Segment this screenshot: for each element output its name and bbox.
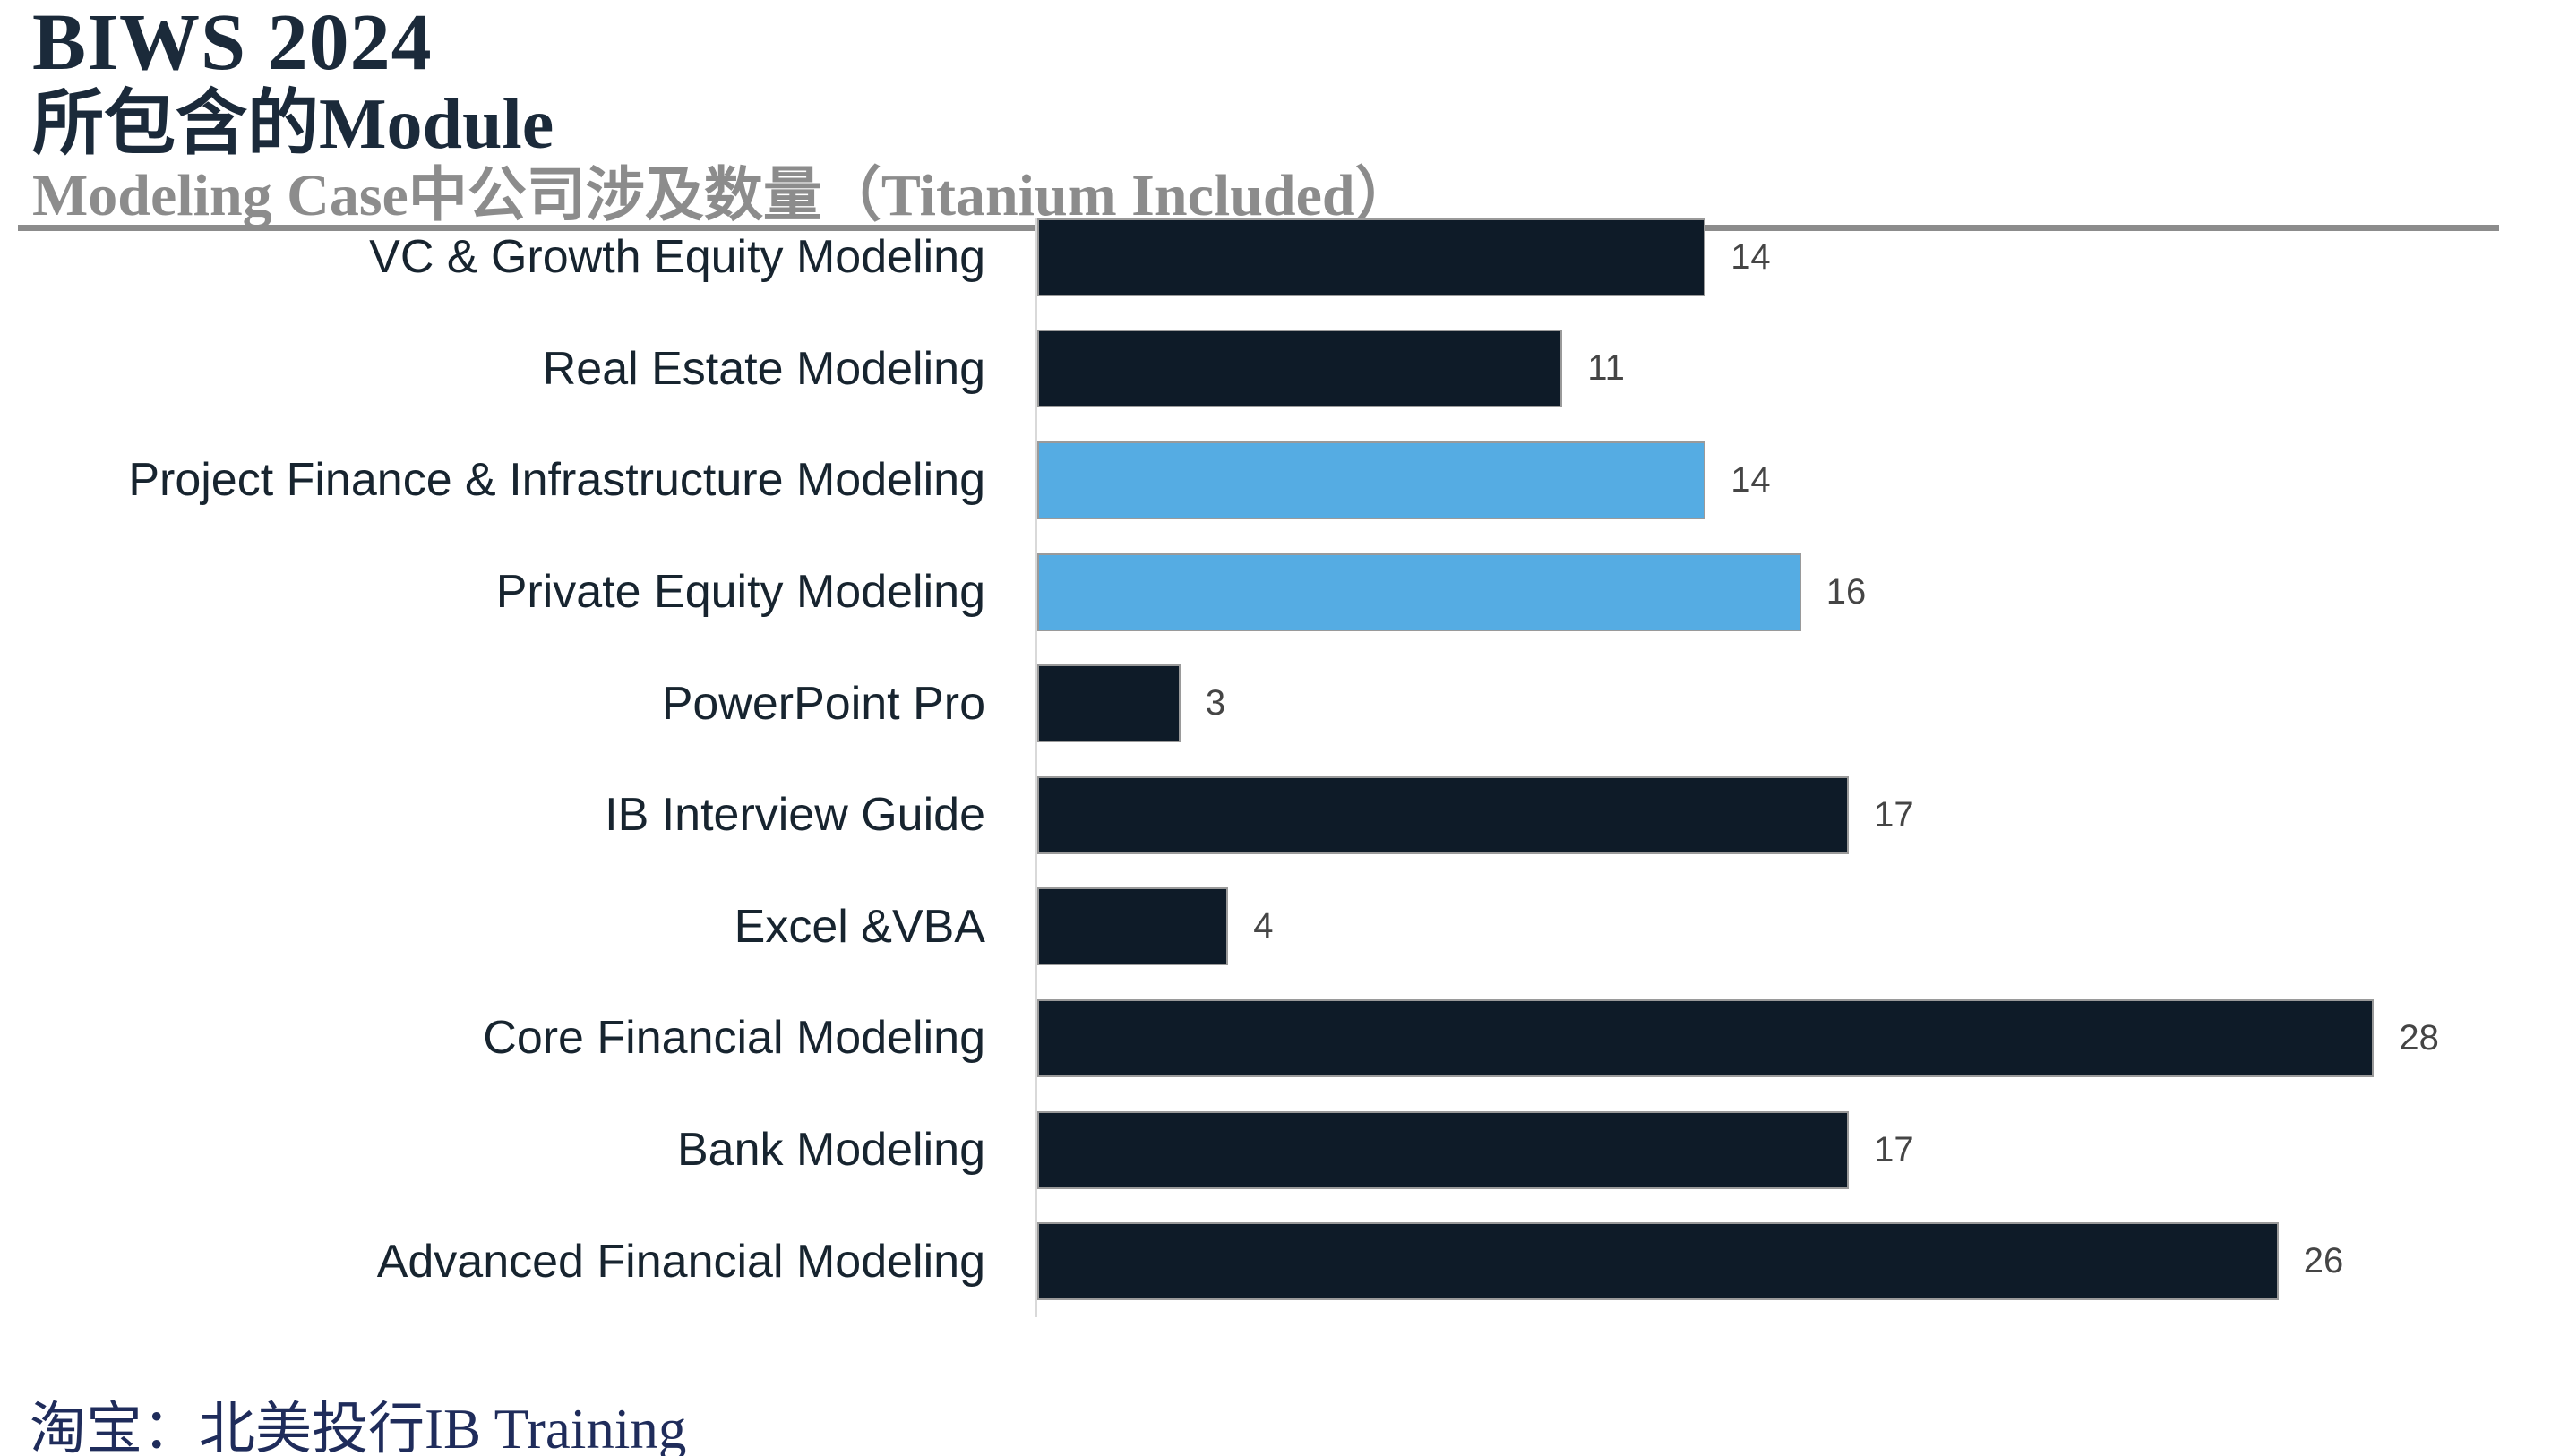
bar — [1037, 218, 1706, 296]
bar-value-label: 14 — [1731, 236, 1771, 277]
chart-row: VC & Growth Equity Modeling 14 — [0, 201, 2560, 313]
chart-row: Project Finance & Infrastructure Modelin… — [0, 424, 2560, 536]
bar — [1037, 330, 1563, 408]
chart-row: PowerPoint Pro 3 — [0, 647, 2560, 759]
bar-value-label: 16 — [1826, 571, 1867, 612]
page-title-line1: BIWS 2024 — [32, 0, 433, 87]
bar-chart: VC & Growth Equity Modeling 14 Real Estate… — [0, 201, 2560, 1317]
bar — [1037, 664, 1181, 743]
category-label: Real Estate Modeling — [542, 342, 985, 395]
bar-track: 26 — [1037, 1222, 2560, 1301]
chart-row: Real Estate Modeling 11 — [0, 313, 2560, 425]
category-label: PowerPoint Pro — [661, 677, 985, 730]
bar-track: 4 — [1037, 887, 2560, 966]
category-label: IB Interview Guide — [605, 789, 985, 842]
chart-row: Core Financial Modeling 28 — [0, 982, 2560, 1094]
bar-highlighted — [1037, 441, 1706, 519]
header: BIWS 2024 所包含的Module Modeling Case中公司涉及数… — [32, 0, 1414, 228]
bar-track: 14 — [1037, 218, 2560, 296]
bar-track: 16 — [1037, 552, 2560, 631]
chart-row: Bank Modeling 17 — [0, 1094, 2560, 1206]
bar-track: 3 — [1037, 664, 2560, 743]
category-label: Excel &VBA — [734, 900, 985, 953]
bar — [1037, 775, 1850, 854]
chart-row: IB Interview Guide 17 — [0, 759, 2560, 871]
category-label: Project Finance & Infrastructure Modelin… — [128, 454, 985, 507]
chart-row: Private Equity Modeling 16 — [0, 536, 2560, 648]
source-footer: 淘宝：北美投行IB Training — [30, 1398, 687, 1456]
bar-value-label: 17 — [1874, 1129, 1914, 1169]
bar — [1037, 998, 2375, 1077]
bar-value-label: 11 — [1587, 348, 1625, 389]
category-label: Bank Modeling — [677, 1124, 985, 1177]
bar-value-label: 28 — [2399, 1017, 2439, 1058]
category-label: Core Financial Modeling — [483, 1012, 985, 1065]
bar-highlighted — [1037, 552, 1801, 631]
bar-value-label: 4 — [1253, 906, 1274, 946]
bar — [1037, 1110, 1850, 1189]
chart-subtitle: Modeling Case中公司涉及数量（Titanium Included） — [32, 163, 1414, 228]
bar-value-label: 17 — [1874, 794, 1914, 835]
bar — [1037, 887, 1229, 966]
category-label: Private Equity Modeling — [495, 566, 985, 619]
bar-track: 17 — [1037, 775, 2560, 854]
chart-row: Excel &VBA 4 — [0, 871, 2560, 983]
chart-row: Advanced Financial Modeling 26 — [0, 1205, 2560, 1317]
bar — [1037, 1222, 2279, 1301]
bar-value-label: 3 — [1205, 683, 1226, 724]
bar-track: 14 — [1037, 441, 2560, 519]
bar-track: 11 — [1037, 330, 2560, 408]
bar-value-label: 14 — [1731, 459, 1771, 500]
bar-track: 17 — [1037, 1110, 2560, 1189]
bar-track: 28 — [1037, 998, 2560, 1077]
page-title-line2: 所包含的Module — [32, 85, 554, 164]
category-label: VC & Growth Equity Modeling — [369, 231, 985, 284]
bar-value-label: 26 — [2303, 1241, 2344, 1281]
category-label: Advanced Financial Modeling — [376, 1235, 985, 1288]
chart-axis-line — [1035, 218, 1037, 1317]
